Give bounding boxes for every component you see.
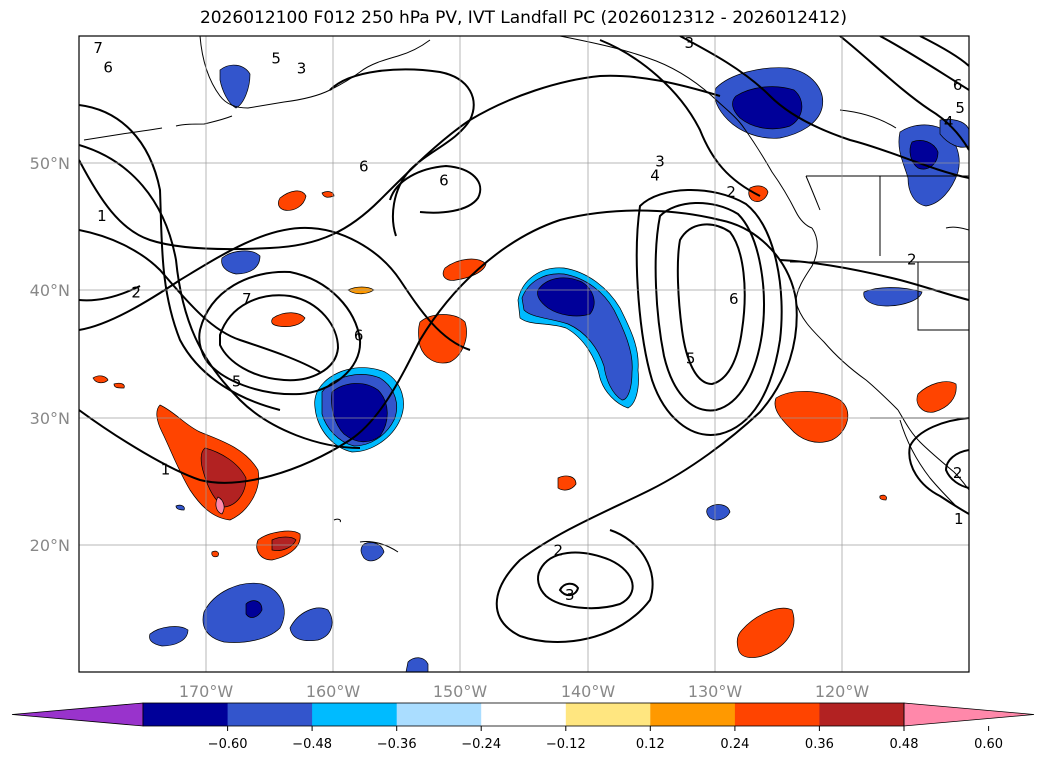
colorbar-tick-label: −0.12 — [546, 737, 586, 752]
colorbar: −0.60 −0.48 −0.36 −0.24 −0.12 0.12 0.24 0.36 0.4… — [11, 702, 1035, 752]
contour-label: 3 — [565, 586, 575, 604]
lon-label: 170°W — [179, 682, 234, 701]
colorbar-tick-label: −0.24 — [461, 737, 501, 752]
map-gridlines — [79, 36, 969, 672]
contour-label: 2 — [953, 464, 963, 482]
contour-label: 6 — [354, 327, 364, 345]
map-title: 2026012100 F012 250 hPa PV, IVT Landfall… — [199, 8, 847, 28]
colorbar-segment — [143, 703, 229, 726]
colorbar-segment — [481, 703, 567, 726]
contour-label: 4 — [650, 166, 660, 184]
contour-label: 6 — [439, 172, 449, 190]
lon-label: 150°W — [433, 682, 488, 701]
contour-label: 6 — [103, 58, 113, 76]
contour-label: 5 — [271, 49, 281, 67]
lat-label: 20°N — [30, 536, 70, 555]
lon-label: 160°W — [306, 682, 361, 701]
colorbar-tick-label: −0.48 — [292, 737, 332, 752]
lon-label: 120°W — [815, 682, 870, 701]
colorbar-frame — [142, 702, 905, 727]
contour-label: 6 — [359, 158, 369, 176]
lat-axis-labels: 20°N 30°N 40°N 50°N — [30, 154, 70, 555]
lat-label: 30°N — [30, 409, 70, 428]
colorbar-tick-label: 0.48 — [890, 737, 919, 752]
colorbar-tick-label: −0.36 — [377, 737, 417, 752]
colorbar-extend-max — [903, 702, 1035, 727]
colorbar-tick-label: 0.36 — [805, 737, 834, 752]
pv-contours — [79, 36, 969, 643]
contour-label: 3 — [297, 60, 307, 78]
colorbar-tick-label: 0.24 — [720, 737, 749, 752]
colorbar-segment — [650, 703, 736, 726]
colorbar-segment — [227, 703, 313, 726]
contour-label: 2 — [554, 542, 564, 560]
contour-label: 1 — [97, 207, 107, 225]
colorbar-tick-label: 0.60 — [974, 737, 1003, 752]
contour-label: 6 — [729, 290, 739, 308]
contour-label: 2 — [131, 283, 141, 301]
colorbar-tick-label: 0.12 — [636, 737, 665, 752]
colorbar-segments — [11, 702, 1035, 727]
colorbar-ticks: −0.60 −0.48 −0.36 −0.24 −0.12 0.12 0.24 0.36 0.4… — [208, 726, 1003, 752]
lat-label: 50°N — [30, 154, 70, 173]
pv-negative-anomalies — [149, 64, 969, 672]
lon-axis-labels: 170°W 160°W 150°W 140°W 130°W 120°W — [179, 682, 870, 701]
contour-label: 2 — [907, 250, 917, 268]
pv-positive-anomalies — [92, 185, 957, 658]
colorbar-extend-min — [11, 702, 144, 727]
contour-label: 6 — [953, 76, 963, 94]
colorbar-segment — [819, 703, 905, 726]
lon-label: 140°W — [561, 682, 616, 701]
colorbar-segment — [312, 703, 398, 726]
contour-label: 5 — [955, 99, 965, 117]
contour-label: 4 — [944, 113, 954, 131]
contour-label: 7 — [93, 39, 103, 57]
contour-label: 3 — [685, 34, 695, 52]
contour-label: 3 — [655, 152, 665, 170]
colorbar-segment — [734, 703, 820, 726]
contour-label: 1 — [161, 460, 171, 478]
contour-label: 7 — [242, 290, 252, 308]
contour-label: 2 — [726, 183, 736, 201]
coastlines — [83, 36, 969, 553]
contour-label: 1 — [954, 510, 964, 528]
colorbar-segment — [396, 703, 482, 726]
lon-label: 130°W — [688, 682, 743, 701]
contour-label: 5 — [232, 373, 242, 391]
colorbar-segment — [565, 703, 651, 726]
lat-label: 40°N — [30, 281, 70, 300]
map-frame — [78, 35, 970, 673]
contour-label: 5 — [686, 350, 696, 368]
colorbar-tick-label: −0.60 — [208, 737, 248, 752]
